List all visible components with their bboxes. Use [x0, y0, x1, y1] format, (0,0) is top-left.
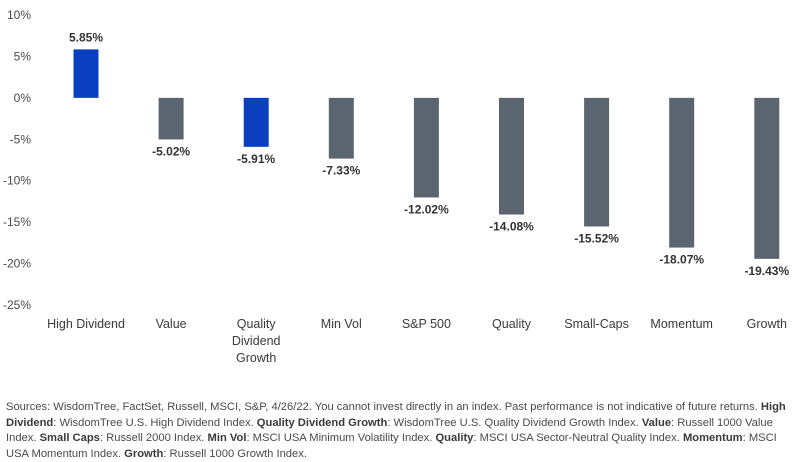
source-term: Min Vol — [207, 432, 247, 444]
bars — [73, 49, 780, 259]
x-axis: High Dividend Value Quality Dividend Growth M… — [47, 317, 787, 365]
source-term: Growth — [124, 447, 164, 460]
bar — [243, 97, 269, 147]
source-term: High Dividend — [6, 401, 786, 429]
source-text: : Russell 1000 Growth Index. — [163, 447, 307, 460]
source-text: : Russell 2000 Index. — [99, 432, 208, 444]
source-text: : MSCI USA Minimum Volatility Index. — [246, 432, 436, 444]
data-label: -14.08% — [489, 220, 534, 234]
y-tick-label: -15% — [3, 215, 31, 229]
data-label: -5.02% — [152, 144, 190, 158]
data-label: 5.85% — [69, 30, 103, 44]
x-tick-label: Growth — [747, 317, 787, 331]
source-term: Value — [641, 416, 672, 429]
data-label: -15.52% — [574, 231, 619, 245]
bar — [158, 97, 184, 140]
x-tick-label: Quality Dividend Growth — [232, 317, 281, 365]
x-tick-label: Min Vol — [321, 317, 362, 331]
source-text: : MSCI USA Momentum Index. — [6, 432, 777, 460]
x-tick-label: S&P 500 — [402, 317, 451, 331]
bar — [328, 97, 354, 159]
source-text: : WisdomTree U.S. Quality Dividend Growt… — [387, 416, 642, 429]
source-term: Quality — [435, 432, 474, 444]
data-label: -5.91% — [237, 152, 275, 166]
bar — [73, 49, 99, 98]
bar-chart: 10% 5% 0% -5% -10% -15% -20% -25% 5.85% -5.02% -5… — [3, 8, 789, 365]
source-text: : Russell 1000 Value Index. — [6, 416, 773, 445]
bar — [413, 97, 439, 198]
bar — [499, 97, 524, 215]
source-term: Momentum — [682, 432, 743, 444]
data-label: -7.33% — [322, 164, 360, 178]
data-label: -12.02% — [404, 202, 449, 216]
source-term: Quality Dividend Growth — [256, 416, 388, 429]
source-term: Small Caps — [39, 432, 100, 444]
x-tick-label: Small-Caps — [564, 317, 629, 331]
y-tick-label: 5% — [14, 49, 32, 63]
x-tick-label: Quality — [492, 317, 532, 331]
source-text: : MSCI USA Sector-Neutral Quality Index. — [473, 432, 683, 444]
y-tick-label: -25% — [3, 298, 31, 312]
bar — [754, 97, 780, 259]
bar — [584, 97, 610, 227]
x-tick-label: High Dividend — [47, 317, 125, 331]
data-labels: 5.85% -5.02% -5.91% -7.33% -12.02% -14.08% -15… — [69, 30, 789, 277]
y-tick-label: 0% — [14, 91, 32, 105]
y-axis: 10% 5% 0% -5% -10% -15% -20% -25% — [3, 8, 31, 312]
bar — [669, 97, 695, 248]
y-tick-label: -10% — [3, 174, 31, 188]
source-text: Sources: WisdomTree, FactSet, Russell, M… — [6, 401, 761, 413]
y-tick-label: -20% — [3, 257, 31, 271]
source-note: Sources: WisdomTree, FactSet, Russell, M… — [6, 400, 791, 462]
x-tick-label: Value — [156, 317, 187, 331]
source-text: : WisdomTree U.S. High Dividend Index. — [53, 416, 257, 429]
y-tick-label: 10% — [7, 8, 31, 22]
data-label: -19.43% — [744, 264, 789, 278]
data-label: -18.07% — [659, 253, 704, 267]
y-tick-label: -5% — [10, 132, 32, 146]
x-tick-label: Momentum — [650, 317, 713, 331]
